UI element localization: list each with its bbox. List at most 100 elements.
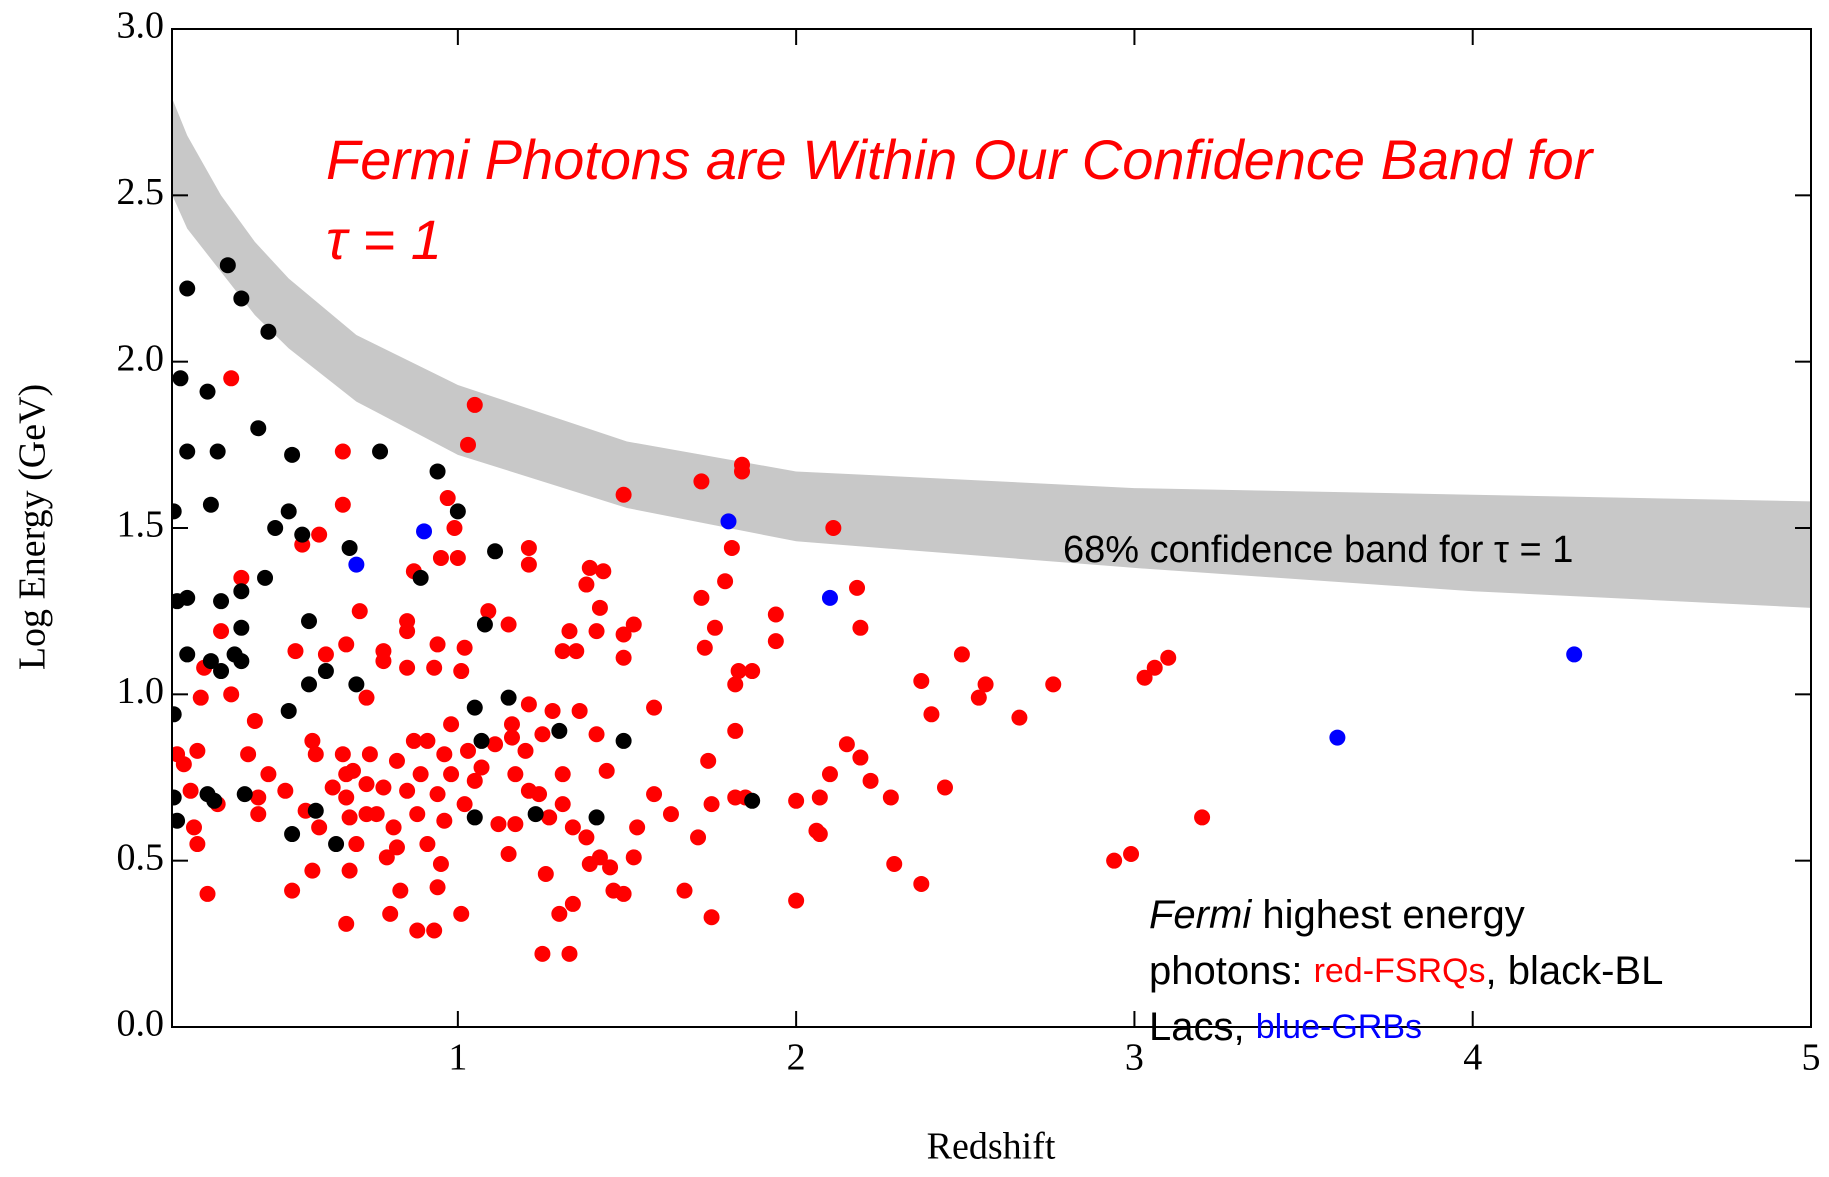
band-label: 68% confidence band for τ = 1 bbox=[1063, 529, 1573, 571]
data-point bbox=[189, 836, 206, 853]
data-point bbox=[233, 619, 250, 636]
data-point bbox=[192, 689, 209, 706]
data-point bbox=[399, 623, 416, 640]
data-point bbox=[862, 772, 879, 789]
data-point bbox=[294, 526, 311, 543]
data-point bbox=[788, 792, 805, 809]
data-point bbox=[821, 589, 838, 606]
data-point bbox=[537, 865, 554, 882]
data-point bbox=[443, 716, 460, 733]
y-tick-label: 0.5 bbox=[117, 836, 165, 878]
data-point bbox=[233, 583, 250, 600]
data-point bbox=[534, 726, 551, 743]
data-point bbox=[182, 782, 199, 799]
y-tick-label: 1.5 bbox=[117, 504, 165, 546]
data-point bbox=[487, 543, 504, 560]
data-point bbox=[267, 520, 284, 536]
data-point bbox=[341, 809, 358, 826]
data-point bbox=[338, 915, 355, 932]
data-point bbox=[625, 616, 642, 633]
data-point bbox=[811, 789, 828, 806]
data-point bbox=[311, 819, 328, 836]
x-tick-label: 5 bbox=[1802, 1037, 1821, 1079]
data-point bbox=[375, 779, 392, 796]
data-point bbox=[453, 905, 470, 922]
data-point bbox=[500, 846, 517, 863]
x-tick-label: 1 bbox=[448, 1037, 467, 1079]
data-point bbox=[1160, 649, 1177, 666]
data-point bbox=[480, 603, 497, 620]
data-point bbox=[436, 812, 453, 829]
data-point bbox=[439, 490, 456, 507]
y-tick-label: 3.0 bbox=[117, 5, 165, 47]
data-point bbox=[361, 746, 378, 763]
x-tick-label: 3 bbox=[1125, 1037, 1144, 1079]
data-point bbox=[531, 786, 548, 803]
data-point bbox=[240, 746, 257, 763]
data-point bbox=[341, 862, 358, 879]
data-point bbox=[734, 463, 751, 480]
data-point bbox=[233, 653, 250, 670]
data-point bbox=[250, 420, 267, 437]
data-point bbox=[368, 806, 385, 823]
data-point bbox=[581, 559, 598, 576]
data-point bbox=[717, 573, 734, 590]
data-point bbox=[551, 722, 568, 739]
data-point bbox=[615, 626, 632, 643]
data-point bbox=[172, 503, 182, 520]
data-point bbox=[358, 776, 375, 793]
y-tick-label: 1.0 bbox=[117, 670, 165, 712]
data-point bbox=[564, 819, 581, 836]
data-point bbox=[700, 752, 717, 769]
data-point bbox=[696, 639, 713, 656]
data-point bbox=[348, 676, 365, 693]
data-point bbox=[615, 486, 632, 503]
data-point bbox=[970, 689, 987, 706]
data-point bbox=[788, 892, 805, 909]
y-tick-label: 2.0 bbox=[117, 337, 165, 379]
data-point bbox=[311, 526, 328, 543]
data-point bbox=[473, 759, 490, 776]
data-point bbox=[588, 809, 605, 826]
data-point bbox=[720, 513, 737, 530]
data-point bbox=[213, 623, 230, 640]
data-point bbox=[466, 699, 483, 716]
data-point bbox=[602, 859, 619, 876]
data-point bbox=[591, 599, 608, 616]
data-point bbox=[646, 786, 663, 803]
data-point bbox=[419, 836, 436, 853]
data-point bbox=[209, 443, 226, 460]
data-point bbox=[338, 789, 355, 806]
data-point bbox=[284, 446, 301, 463]
data-point bbox=[744, 663, 761, 680]
data-point bbox=[202, 653, 219, 670]
data-point bbox=[693, 473, 710, 490]
data-point bbox=[449, 503, 466, 520]
data-point bbox=[473, 732, 490, 749]
chart-title: τ = 1 bbox=[326, 208, 442, 271]
data-point bbox=[551, 905, 568, 922]
data-point bbox=[172, 370, 189, 387]
data-point bbox=[541, 809, 558, 826]
data-point bbox=[199, 885, 216, 902]
data-point bbox=[392, 882, 409, 899]
data-point bbox=[706, 619, 723, 636]
data-point bbox=[500, 689, 517, 706]
data-point bbox=[382, 905, 399, 922]
data-point bbox=[913, 875, 930, 892]
data-point bbox=[568, 643, 585, 660]
data-point bbox=[429, 636, 446, 653]
data-point bbox=[554, 766, 571, 783]
data-point bbox=[561, 623, 578, 640]
data-point bbox=[172, 812, 186, 829]
x-axis-label: Redshift bbox=[927, 1126, 1056, 1168]
data-point bbox=[723, 539, 740, 556]
data-point bbox=[328, 836, 345, 853]
data-point bbox=[412, 569, 429, 586]
data-point bbox=[838, 736, 855, 753]
data-point bbox=[460, 436, 477, 453]
data-point bbox=[250, 789, 267, 806]
data-point bbox=[561, 945, 578, 962]
data-point bbox=[432, 549, 449, 566]
